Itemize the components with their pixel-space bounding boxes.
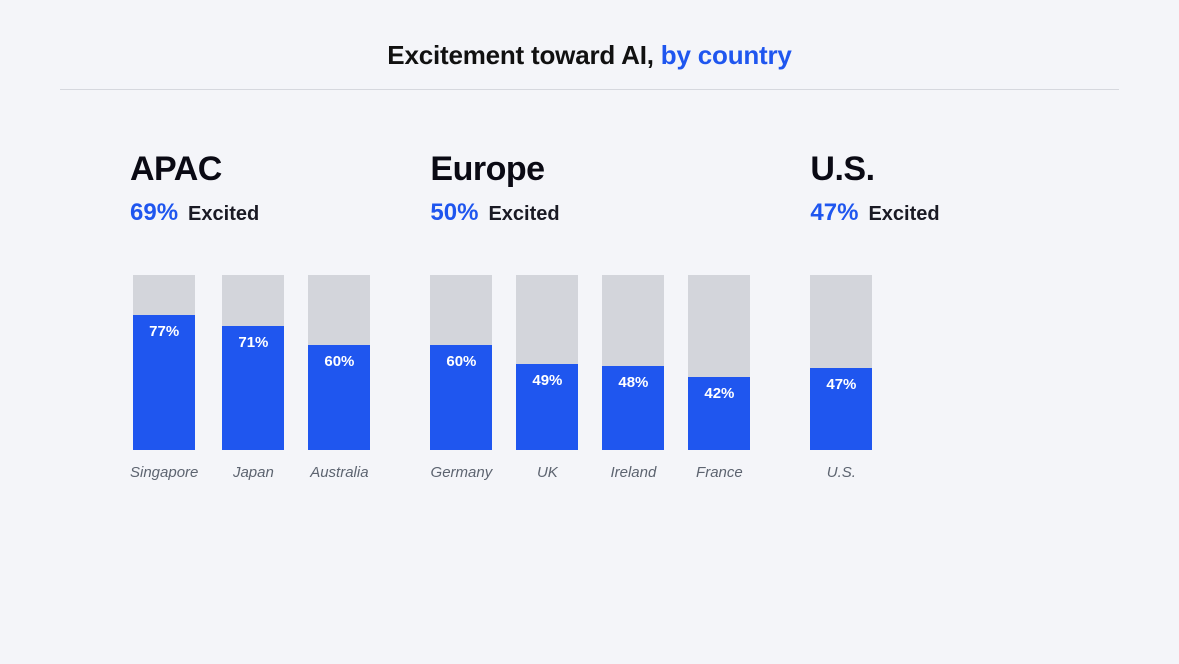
region-label: Excited — [868, 203, 939, 226]
bar-column: 77% Singapore — [130, 275, 198, 481]
bar-slot: 48% — [602, 275, 664, 450]
region-pct: 47% — [810, 199, 858, 227]
bar-fill: 48% — [602, 366, 664, 450]
bar-slot: 71% — [222, 275, 284, 450]
bar-value: 77% — [133, 323, 195, 340]
region-pct: 50% — [430, 199, 478, 227]
bar-label: UK — [537, 464, 558, 481]
region-apac: APAC 69% Excited 77% Singapore 71% Japan 60% Aus… — [130, 150, 370, 481]
bar-value: 42% — [688, 385, 750, 402]
bar-column: 60% Germany — [430, 275, 492, 481]
bar-column: 71% Japan — [222, 275, 284, 481]
bar-label: Australia — [310, 464, 368, 481]
page: Excitement toward AI, by country APAC 69%… — [0, 0, 1179, 664]
bar-column: 49% UK — [516, 275, 578, 481]
title-wrap: Excitement toward AI, by country — [60, 40, 1119, 90]
bar-fill: 60% — [308, 345, 370, 450]
region-summary: 47% Excited — [810, 199, 939, 227]
bar-slot: 60% — [430, 275, 492, 450]
region-name: U.S. — [810, 150, 939, 189]
bar-column: 42% France — [688, 275, 750, 481]
region-label: Excited — [488, 203, 559, 226]
bar-slot: 60% — [308, 275, 370, 450]
bar-fill: 47% — [810, 368, 872, 450]
bar-label: Germany — [431, 464, 493, 481]
bar-slot: 49% — [516, 275, 578, 450]
bar-fill: 77% — [133, 315, 195, 450]
bar-value: 49% — [516, 372, 578, 389]
bar-value: 60% — [430, 353, 492, 370]
bar-value: 60% — [308, 353, 370, 370]
chart-title: Excitement toward AI, by country — [60, 40, 1119, 71]
bar-slot: 47% — [810, 275, 872, 450]
region-pct: 69% — [130, 199, 178, 227]
bar-label: France — [696, 464, 743, 481]
bars-group: 47% U.S. — [810, 275, 939, 481]
region-summary: 50% Excited — [430, 199, 750, 227]
title-highlight: by country — [661, 40, 792, 70]
bar-label: Singapore — [130, 464, 198, 481]
bar-value: 71% — [222, 334, 284, 351]
bar-label: U.S. — [827, 464, 856, 481]
bar-slot: 42% — [688, 275, 750, 450]
region-us: U.S. 47% Excited 47% U.S. — [810, 150, 939, 481]
bar-label: Japan — [233, 464, 274, 481]
bar-fill: 71% — [222, 326, 284, 450]
bar-column: 48% Ireland — [602, 275, 664, 481]
bar-label: Ireland — [610, 464, 656, 481]
bar-fill: 60% — [430, 345, 492, 450]
bar-value: 48% — [602, 374, 664, 391]
bars-group: 60% Germany 49% UK 48% Ireland 42% France — [430, 275, 750, 481]
bar-slot: 77% — [133, 275, 195, 450]
bar-column: 47% U.S. — [810, 275, 872, 481]
region-europe: Europe 50% Excited 60% Germany 49% UK 48% Irelan… — [430, 150, 750, 481]
region-name: APAC — [130, 150, 370, 189]
bar-fill: 42% — [688, 377, 750, 451]
regions-row: APAC 69% Excited 77% Singapore 71% Japan 60% Aus… — [60, 90, 1119, 481]
bar-value: 47% — [810, 376, 872, 393]
bars-group: 77% Singapore 71% Japan 60% Australia — [130, 275, 370, 481]
bar-fill: 49% — [516, 364, 578, 450]
region-label: Excited — [188, 203, 259, 226]
title-prefix: Excitement toward AI, — [387, 40, 660, 70]
bar-column: 60% Australia — [308, 275, 370, 481]
region-summary: 69% Excited — [130, 199, 370, 227]
region-name: Europe — [430, 150, 750, 189]
